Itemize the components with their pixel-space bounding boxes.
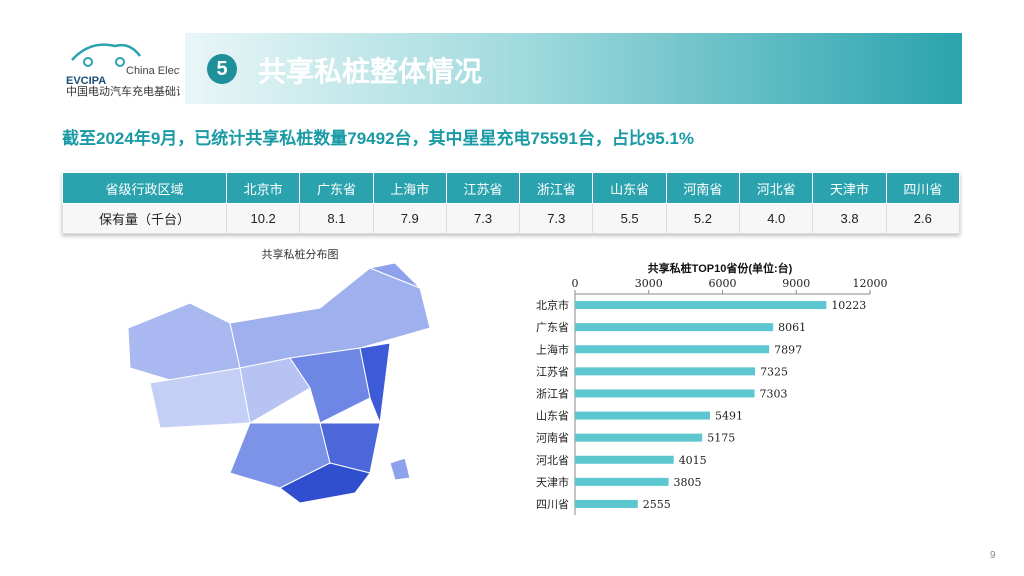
value-label: 8061: [778, 321, 806, 334]
bar: [575, 345, 770, 354]
table-header-cell: 河北省: [739, 172, 814, 204]
table-cell: 4.0: [739, 203, 814, 234]
table-header-cell: 上海市: [372, 172, 447, 204]
bar: [575, 389, 755, 398]
region: [368, 262, 421, 289]
map-title: 共享私桩分布图: [262, 248, 339, 261]
chart-title: 共享私桩TOP10省份(单位:台): [648, 261, 793, 275]
table-cell: 5.2: [665, 203, 741, 234]
table-body: 保有量（千台） 10.2 8.1 7.9 7.3 7.3 5.5 5.2 4.0 3.8 2.6: [62, 203, 961, 234]
y-tick-label: 四川省: [536, 498, 569, 511]
table-cell: 保有量（千台）: [62, 203, 227, 234]
map: 共享私桩分布图: [127, 248, 431, 504]
logo-wheel: [83, 57, 93, 67]
bar: [575, 367, 756, 376]
x-tick-label: 0: [572, 277, 579, 290]
logo-chinese: 中国电动汽车充电基础设施促进联盟: [66, 84, 180, 98]
value-label: 2555: [643, 498, 671, 511]
bar-chart: 共享私桩TOP10省份(单位:台) 0 3000 6000 9000 12000 北京市 1…: [536, 261, 888, 515]
region: [389, 457, 411, 481]
table-header-cell: 江苏省: [445, 172, 521, 204]
bar: [575, 301, 827, 310]
page-number: 9: [990, 550, 996, 561]
value-label: 5491: [715, 410, 743, 423]
table-cell: 7.3: [445, 203, 521, 234]
table-header-cell: 北京市: [225, 172, 301, 204]
y-tick-label: 河南省: [536, 432, 569, 445]
region: [289, 347, 371, 424]
table-header-cell: 河南省: [665, 172, 741, 204]
table-header-cell: 天津市: [812, 172, 887, 204]
table-cell: 7.3: [519, 203, 594, 234]
table-header-cell: 广东省: [299, 172, 374, 204]
y-tick-label: 上海市: [536, 342, 569, 356]
table-header-cell: 省级行政区域: [62, 172, 227, 204]
y-tick-label: 广东省: [536, 321, 569, 334]
region: [279, 462, 371, 504]
table-header: 省级行政区域 北京市 广东省 上海市 江苏省 浙江省 山东省 河南省 河北省 天津市 四川省: [62, 172, 961, 204]
logo-english: China Electric Vehicle Charging Infrastr…: [126, 65, 180, 77]
x-tick-label: 9000: [782, 277, 810, 290]
logo: EVCIPA China Electric Vehicle Charging I…: [66, 43, 180, 98]
value-label: 10223: [831, 299, 866, 312]
y-tick-label: 天津市: [536, 475, 569, 489]
logo-name: EVCIPA: [66, 75, 106, 87]
table-cell: 5.5: [592, 203, 667, 234]
bar: [575, 323, 774, 332]
value-label: 7303: [760, 387, 788, 400]
y-tick-label: 河北省: [536, 454, 569, 467]
x-tick-label: 3000: [635, 277, 663, 290]
value-label: 3805: [674, 476, 702, 489]
y-tick-label: 江苏省: [536, 365, 569, 378]
bar: [575, 455, 674, 464]
bar: [575, 499, 638, 508]
logo-car: [71, 43, 142, 61]
value-label: 7325: [760, 365, 788, 378]
table-cell: 10.2: [225, 203, 301, 234]
value-label: 5175: [707, 432, 735, 445]
table-cell: 7.9: [372, 203, 447, 234]
x-tick-label: 12000: [853, 277, 888, 290]
table: 省级行政区域 北京市 广东省 上海市 江苏省 浙江省 山东省 河南省 河北省 天津市 四川省 保有量（…: [62, 172, 961, 234]
section-number: 5: [207, 54, 237, 84]
table-header-cell: 浙江省: [519, 172, 594, 204]
value-label: 4015: [679, 454, 707, 467]
subtitle: 截至2024年9月，已统计共享私桩数量79492台，其中星星充电75591台，占…: [62, 129, 695, 148]
logo-wheel: [115, 57, 125, 67]
table-cell: 3.8: [812, 203, 887, 234]
bar: [575, 477, 669, 486]
y-tick-label: 山东省: [536, 410, 569, 423]
table-cell: 8.1: [299, 203, 374, 234]
table-header-cell: 四川省: [885, 172, 961, 204]
table-header-cell: 山东省: [592, 172, 667, 204]
y-tick-label: 浙江省: [536, 387, 569, 400]
banner: [185, 33, 962, 104]
value-label: 7897: [774, 343, 802, 356]
x-tick-label: 6000: [709, 277, 737, 290]
bar: [575, 433, 703, 442]
table-cell: 2.6: [885, 203, 961, 234]
table-row: 保有量（千台） 10.2 8.1 7.9 7.3 7.3 5.5 5.2 4.0 3.8 2.6: [62, 203, 961, 234]
y-tick-label: 北京市: [536, 298, 569, 312]
bar: [575, 411, 710, 420]
slide-title: 共享私桩整体情况: [258, 56, 483, 87]
